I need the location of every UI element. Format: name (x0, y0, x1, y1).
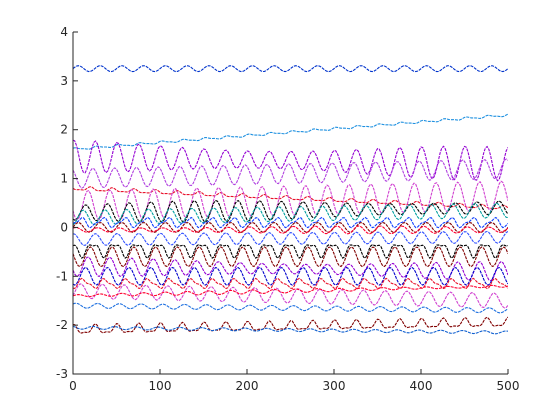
y-tick-label: 1 (60, 172, 68, 186)
series-line-17 (73, 277, 508, 290)
y-tick-label: 3 (60, 74, 68, 88)
series-line-20 (73, 302, 508, 314)
series-line-12 (73, 230, 508, 246)
series-line-14 (73, 246, 508, 268)
series-line-21 (73, 316, 508, 334)
plot-background (73, 32, 508, 374)
series-line-7 (73, 199, 508, 223)
series-line-13 (73, 244, 508, 259)
series-line-15 (73, 256, 508, 282)
series-line-9 (73, 216, 508, 229)
series-line-8 (73, 202, 508, 226)
y-tick-label: 2 (60, 123, 68, 137)
y-tick-label: 0 (60, 220, 68, 234)
series-line-22 (73, 325, 508, 335)
x-tick-label: 200 (236, 379, 259, 393)
x-tick-label: 500 (497, 379, 520, 393)
x-tick-label: 300 (323, 379, 346, 393)
series-line-6 (73, 180, 508, 221)
series-line-16 (73, 266, 508, 286)
axes: 0 100 200 300 400 500 -3 -2 -1 0 1 2 3 4 (56, 25, 519, 393)
series-layer (73, 65, 508, 335)
series-line-19 (73, 284, 508, 298)
x-tick-label: 0 (69, 379, 77, 393)
y-tick-label: -3 (56, 367, 68, 381)
series-line-3 (73, 139, 508, 182)
series-line-4 (73, 158, 508, 189)
y-tick-label: 4 (60, 25, 68, 39)
plot-area (73, 32, 508, 374)
y-tick-label: -1 (56, 269, 68, 283)
series-line-5 (73, 186, 508, 210)
series-line-11 (73, 225, 508, 235)
x-tick-label: 400 (410, 379, 433, 393)
series-line-2 (73, 113, 508, 150)
x-tick-label: 100 (149, 379, 172, 393)
series-line-18 (73, 283, 508, 309)
y-tick-label: -2 (56, 318, 68, 332)
